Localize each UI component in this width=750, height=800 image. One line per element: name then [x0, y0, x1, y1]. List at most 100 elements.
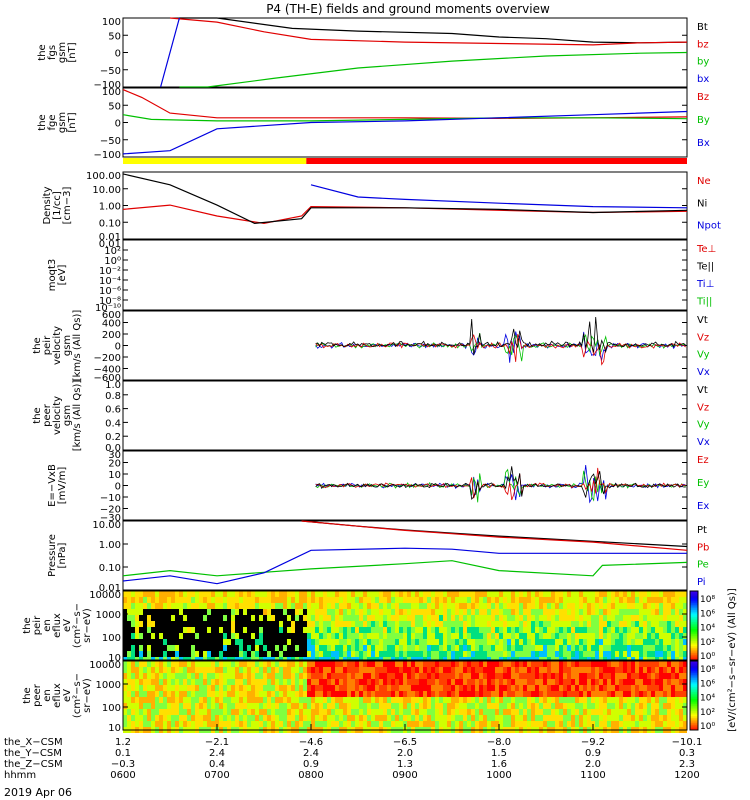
spectrogram-cell: [583, 673, 587, 679]
spectrogram-cell: [535, 679, 539, 685]
spectrogram-cell: [139, 661, 143, 667]
spectrogram-cell: [571, 609, 575, 615]
spectrogram-cell: [391, 645, 395, 651]
spectrogram-cell: [495, 627, 499, 633]
spectrogram-cell: [255, 715, 259, 721]
spectrogram-cell: [527, 667, 531, 673]
spectrogram-cell: [611, 645, 615, 651]
spectrogram-cell: [651, 633, 655, 639]
spectrogram-cell: [215, 633, 219, 639]
x-tick-label: 2.4: [303, 748, 319, 759]
y-axis-label-line: velocity: [52, 396, 63, 435]
spectrogram-cell: [535, 603, 539, 609]
spectrogram-cell: [539, 627, 543, 633]
spectrogram-cell: [339, 633, 343, 639]
spectrogram-cell: [679, 691, 683, 697]
spectrogram-cell: [459, 591, 463, 597]
spectrogram-cell: [507, 703, 511, 709]
spectrogram-cell: [267, 667, 271, 673]
spectrogram-cell: [251, 673, 255, 679]
legend-ti||: Ti||: [696, 297, 712, 308]
spectrogram-cell: [239, 715, 243, 721]
spectrogram-cell: [503, 673, 507, 679]
spectrogram-cell: [203, 673, 207, 679]
spectrogram-cell: [263, 667, 267, 673]
spectrogram-cell: [155, 645, 159, 651]
spectrogram-cell: [371, 609, 375, 615]
spectrogram-cell: [183, 639, 187, 645]
spectrogram-cell: [387, 661, 391, 667]
spectrogram-cell: [575, 597, 579, 603]
spectrogram-cell: [571, 661, 575, 667]
spectrogram-cell: [515, 709, 519, 715]
spectrogram-cell: [431, 721, 435, 727]
spectrogram-cell: [259, 721, 263, 727]
spectrogram-cell: [167, 603, 171, 609]
spectrogram-cell: [615, 615, 619, 621]
spectrogram-cell: [683, 661, 687, 667]
spectrogram-cell: [283, 721, 287, 727]
spectrogram-cell: [127, 609, 131, 615]
spectrogram-cell: [307, 651, 311, 657]
spectrogram-cell: [631, 679, 635, 685]
spectrogram-cell: [451, 627, 455, 633]
spectrogram-cell: [207, 651, 211, 657]
spectrogram-cell: [243, 645, 247, 651]
spectrogram-cell: [367, 591, 371, 597]
spectrogram-cell: [447, 661, 451, 667]
spectrogram-cell: [607, 597, 611, 603]
colorbar-step: [690, 656, 698, 659]
spectrogram-cell: [151, 645, 155, 651]
spectrogram-cell: [467, 673, 471, 679]
spectrogram-cell: [475, 621, 479, 627]
spectrogram-cell: [475, 661, 479, 667]
spectrogram-cell: [663, 721, 667, 727]
spectrogram-cell: [523, 673, 527, 679]
spectrogram-cell: [547, 597, 551, 603]
spectrogram-cell: [303, 697, 307, 703]
legend-ex: Ex: [697, 501, 709, 512]
spectrogram-cell: [535, 597, 539, 603]
spectrogram-cell: [335, 621, 339, 627]
spectrogram-cell: [303, 591, 307, 597]
spectrogram-cell: [499, 609, 503, 615]
spectrogram-cell: [259, 685, 263, 691]
spectrogram-cell: [339, 721, 343, 727]
spectrogram-cell: [375, 721, 379, 727]
spectrogram-cell: [383, 703, 387, 709]
spectrogram-cell: [607, 609, 611, 615]
spectrogram-cell: [167, 639, 171, 645]
spectrogram-cell: [335, 639, 339, 645]
spectrogram-cell: [231, 679, 235, 685]
spectrogram-cell: [275, 685, 279, 691]
spectrogram-cell: [539, 685, 543, 691]
spectrogram-cell: [319, 591, 323, 597]
y-tick-label: 10000: [89, 590, 121, 601]
spectrogram-cell: [591, 627, 595, 633]
spectrogram-cell: [275, 609, 279, 615]
spectrogram-cell: [667, 651, 671, 657]
spectrogram-cell: [139, 721, 143, 727]
spectrogram-cell: [227, 715, 231, 721]
spectrogram-cell: [415, 603, 419, 609]
spectrogram-cell: [255, 633, 259, 639]
spectrogram-cell: [499, 673, 503, 679]
spectrogram-cell: [527, 715, 531, 721]
y-tick-label: −400: [94, 365, 121, 376]
spectrogram-cell: [483, 697, 487, 703]
spectrogram-cell: [363, 673, 367, 679]
spectrogram-cell: [395, 645, 399, 651]
spectrogram-cell: [655, 627, 659, 633]
spectrogram-cell: [179, 603, 183, 609]
spectrogram-cell: [455, 627, 459, 633]
spectrogram-cell: [595, 703, 599, 709]
spectrogram-cell: [163, 715, 167, 721]
spectrogram-cell: [255, 709, 259, 715]
series-bz: [169, 17, 688, 46]
y-tick-label: 0: [115, 482, 121, 493]
spectrogram-cell: [239, 667, 243, 673]
spectrogram-cell: [459, 621, 463, 627]
spectrogram-cell: [423, 633, 427, 639]
spectrogram-cell: [367, 697, 371, 703]
colorbar-step: [690, 666, 698, 669]
